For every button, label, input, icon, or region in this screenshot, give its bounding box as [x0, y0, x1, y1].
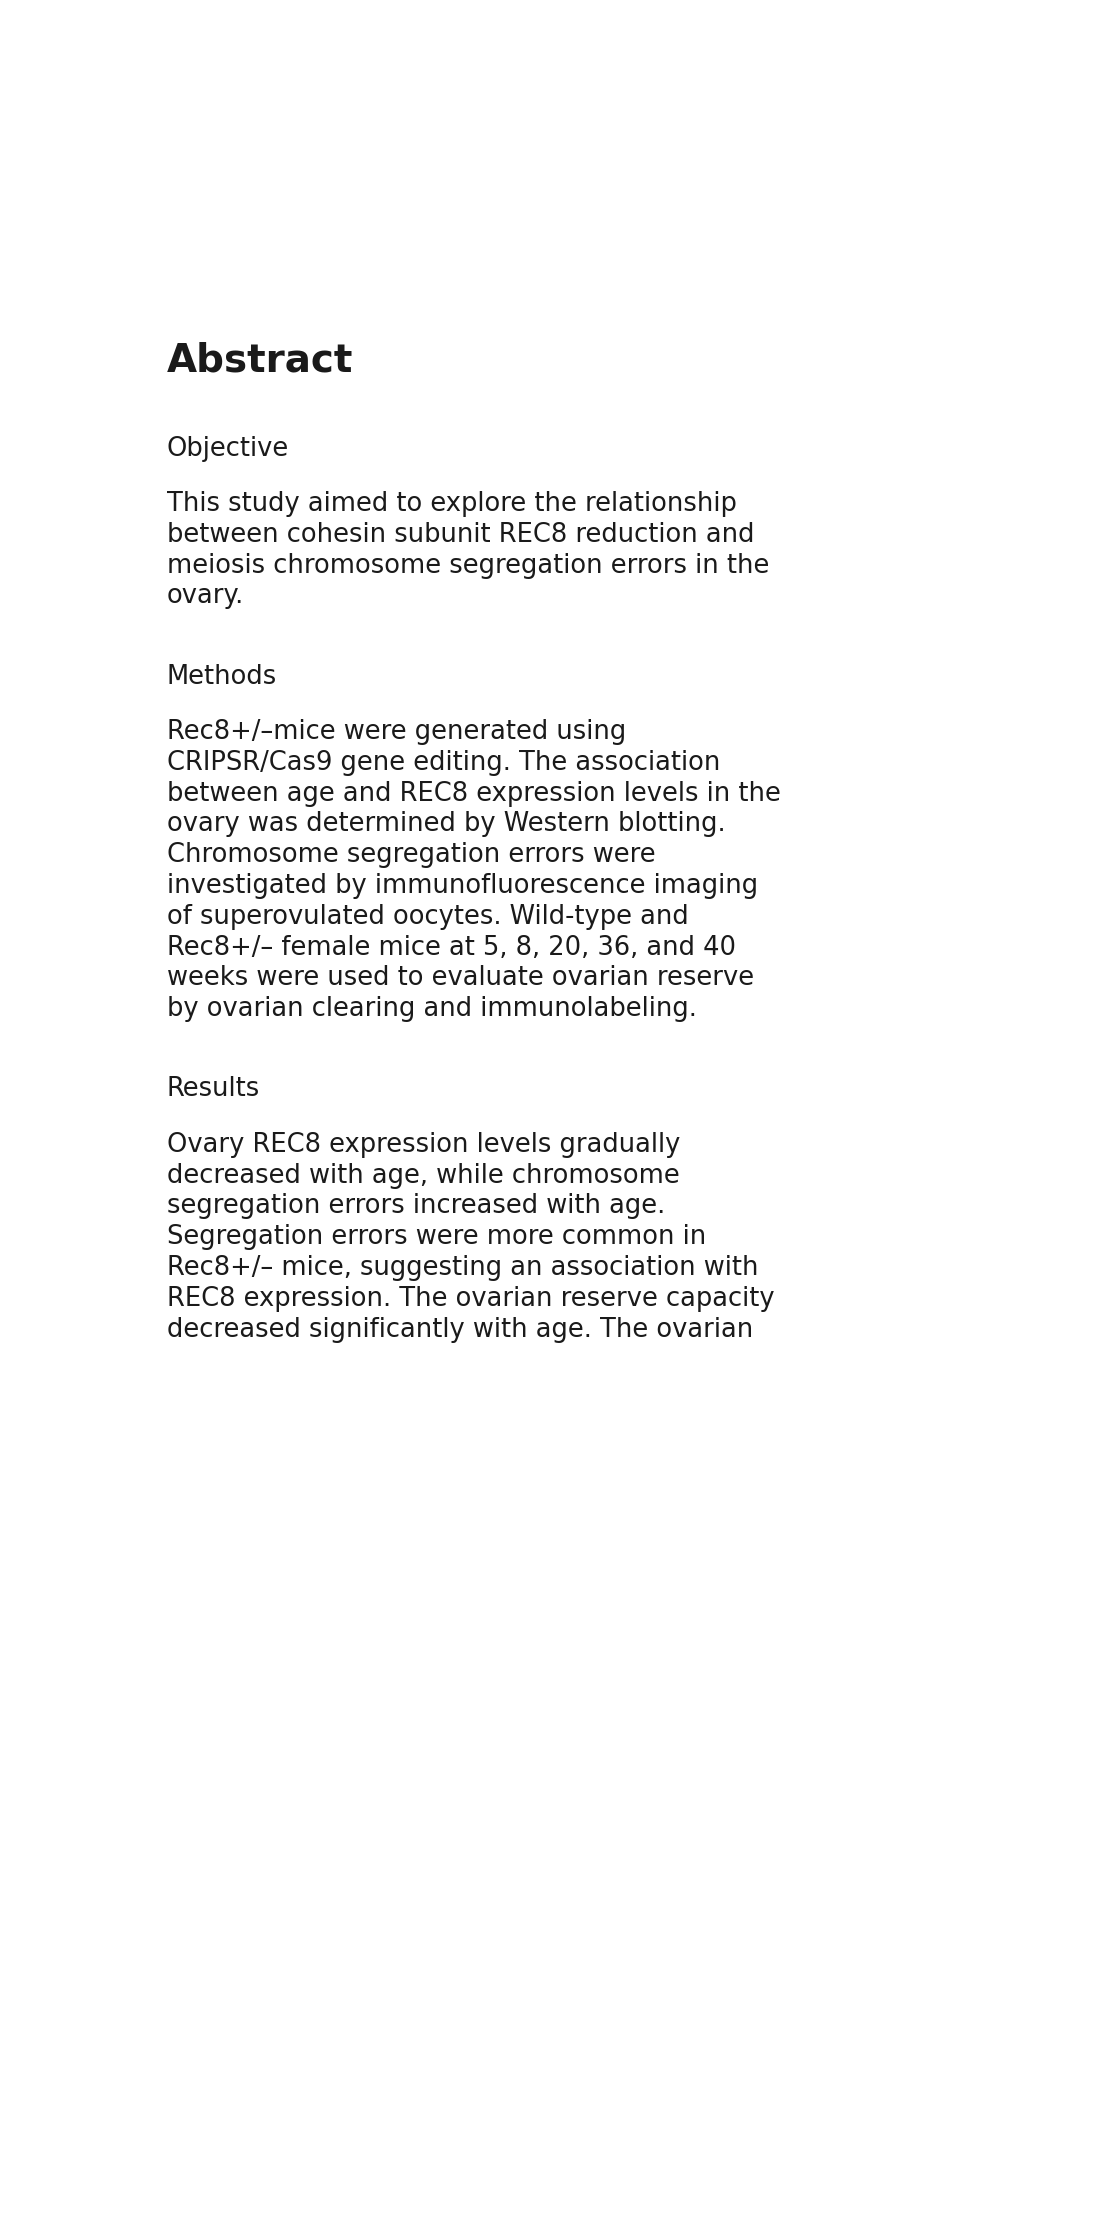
Text: ovary.: ovary. [166, 584, 244, 609]
Text: between age and REC8 expression levels in the: between age and REC8 expression levels i… [166, 781, 781, 806]
Text: decreased with age, while chromosome: decreased with age, while chromosome [166, 1162, 679, 1188]
Text: by ovarian clearing and immunolabeling.: by ovarian clearing and immunolabeling. [166, 996, 697, 1023]
Text: Rec8+/– mice, suggesting an association with: Rec8+/– mice, suggesting an association … [166, 1256, 758, 1280]
Text: of superovulated oocytes. Wild-type and: of superovulated oocytes. Wild-type and [166, 904, 688, 929]
Text: meiosis chromosome segregation errors in the: meiosis chromosome segregation errors in… [166, 553, 770, 580]
Text: Ovary REC8 expression levels gradually: Ovary REC8 expression levels gradually [166, 1132, 680, 1157]
Text: decreased significantly with age. The ovarian: decreased significantly with age. The ov… [166, 1316, 753, 1343]
Text: Chromosome segregation errors were: Chromosome segregation errors were [166, 841, 656, 868]
Text: REC8 expression. The ovarian reserve capacity: REC8 expression. The ovarian reserve cap… [166, 1285, 774, 1311]
Text: investigated by immunofluorescence imaging: investigated by immunofluorescence imagi… [166, 873, 757, 900]
Text: Methods: Methods [166, 665, 277, 689]
Text: between cohesin subunit REC8 reduction and: between cohesin subunit REC8 reduction a… [166, 521, 754, 548]
Text: Objective: Objective [166, 436, 289, 461]
Text: ovary was determined by Western blotting.: ovary was determined by Western blotting… [166, 812, 725, 837]
Text: This study aimed to explore the relationship: This study aimed to explore the relation… [166, 490, 736, 517]
Text: segregation errors increased with age.: segregation errors increased with age. [166, 1193, 665, 1220]
Text: Segregation errors were more common in: Segregation errors were more common in [166, 1224, 706, 1251]
Text: weeks were used to evaluate ovarian reserve: weeks were used to evaluate ovarian rese… [166, 965, 754, 991]
Text: Results: Results [166, 1076, 260, 1103]
Text: Rec8+/– female mice at 5, 8, 20, 36, and 40: Rec8+/– female mice at 5, 8, 20, 36, and… [166, 935, 736, 960]
Text: Rec8+/–mice were generated using: Rec8+/–mice were generated using [166, 718, 626, 745]
Text: Abstract: Abstract [166, 342, 353, 380]
Text: CRIPSR/Cas9 gene editing. The association: CRIPSR/Cas9 gene editing. The associatio… [166, 750, 720, 777]
